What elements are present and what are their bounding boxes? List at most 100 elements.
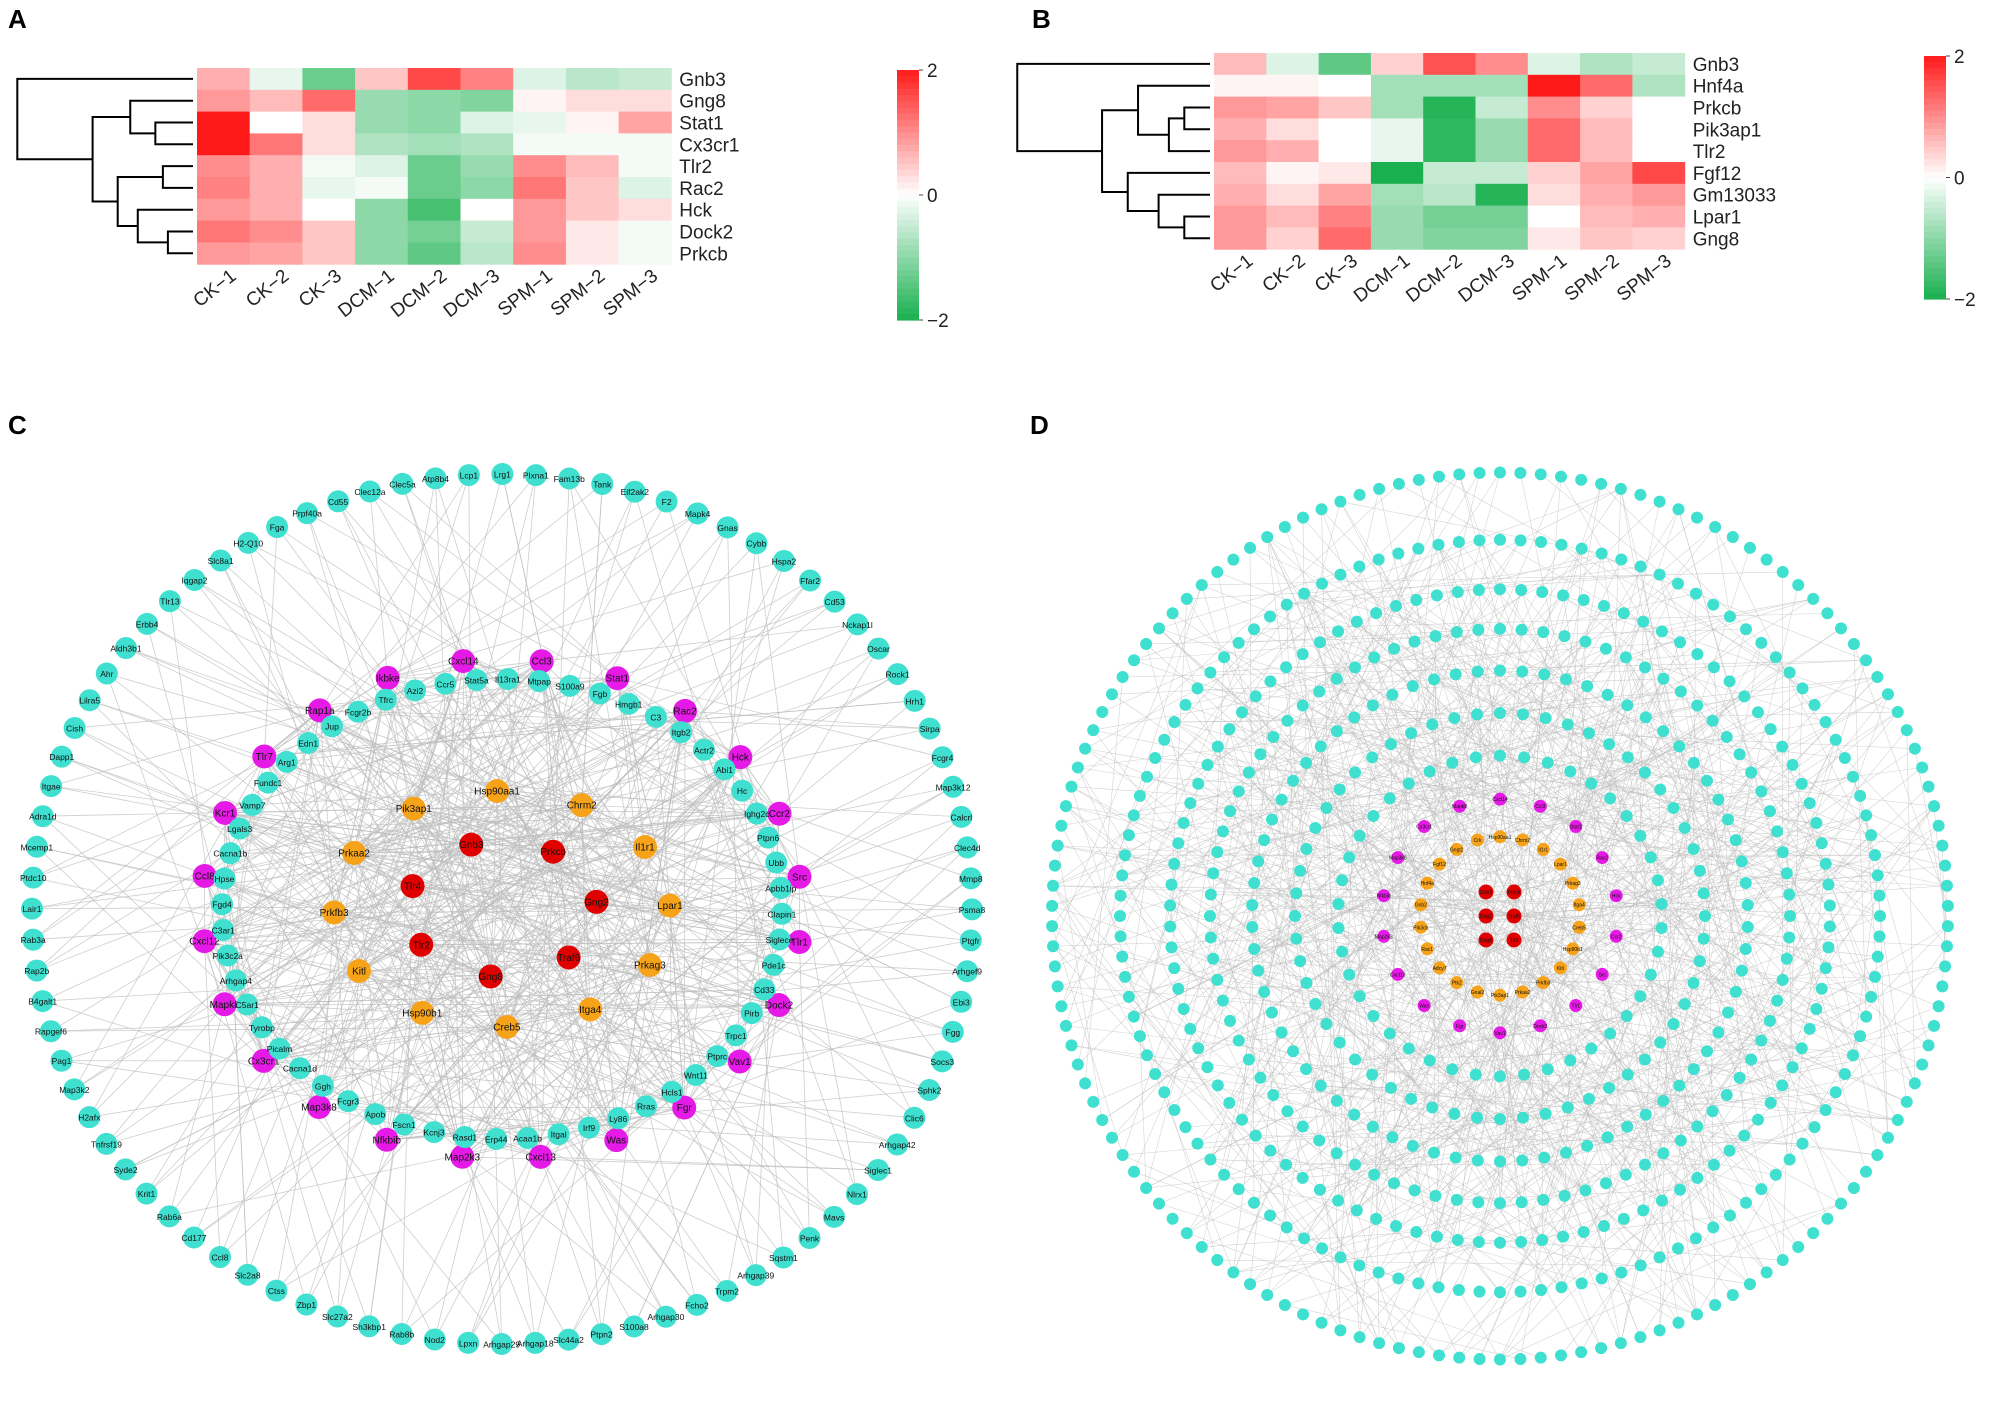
heatmap-cell: [565, 89, 620, 113]
heatmap-cell: [1318, 53, 1372, 76]
heatmap-cell: [1632, 140, 1686, 163]
network-node: [1553, 961, 1567, 975]
network-node-mid: [787, 864, 812, 889]
network-node: [1740, 623, 1753, 636]
network-edge: [1303, 593, 1646, 1165]
network-edge: [221, 660, 542, 905]
network-node: [1446, 756, 1459, 769]
network-edge: [1139, 1036, 1147, 1189]
network-edge: [1222, 799, 1282, 832]
row-label: Gng8: [1693, 229, 1739, 250]
network-node: [1313, 636, 1326, 649]
network-edge: [422, 846, 646, 1014]
network-node: [1891, 705, 1904, 718]
network-edge: [1051, 593, 1305, 927]
network-node-label: Tlr4: [404, 882, 422, 893]
network-node: [1939, 960, 1952, 973]
heatmap-cell: [407, 220, 461, 243]
network-node-mid: [673, 698, 698, 723]
network-node: [1941, 920, 1954, 933]
network-edge: [1680, 629, 1747, 692]
network-node: [1430, 589, 1443, 602]
network-node: [1192, 1042, 1205, 1055]
legend-gradient-step: [897, 207, 919, 215]
network-edge: [1084, 676, 1123, 1084]
network-node-label: Clec5a: [389, 479, 416, 489]
network-node-label: Clec12a: [354, 487, 385, 497]
network-edge: [1210, 476, 1440, 1160]
network-edge: [1174, 721, 1628, 1075]
network-node-label: Dock2: [765, 1001, 794, 1012]
network-edge: [204, 685, 571, 942]
legend-gradient-step: [897, 170, 919, 177]
network-node: [1771, 825, 1784, 838]
network-node: [1755, 785, 1768, 798]
network-edge: [1356, 621, 1641, 1338]
heatmap-cell: [1370, 53, 1424, 76]
network-node: [1873, 930, 1886, 943]
network-edge: [1435, 635, 1681, 1190]
network-node: [1740, 1196, 1753, 1209]
network-node: [1514, 534, 1527, 547]
network-node: [1428, 673, 1441, 686]
network-node-outer: [268, 1037, 291, 1060]
network-edge: [669, 905, 774, 966]
network-node: [1657, 672, 1670, 685]
legend-gradient-step: [897, 76, 919, 84]
network-node: [1450, 976, 1464, 990]
network-edge: [601, 710, 686, 1335]
network-edge: [1198, 694, 1608, 785]
network-node-label: Ighg2c: [744, 809, 770, 819]
network-edge: [318, 844, 472, 1108]
network-edge: [589, 1009, 858, 1195]
heatmap-cell: [1423, 53, 1476, 76]
network-node: [1720, 730, 1733, 743]
network-node-outer: [434, 672, 457, 695]
network-node: [1808, 698, 1821, 711]
network-node: [1561, 1101, 1574, 1114]
network-node: [1639, 1108, 1652, 1121]
network-node: [1900, 724, 1913, 737]
legend-gradient-step: [1924, 213, 1946, 221]
heatmap-cell: [302, 220, 356, 243]
network-node: [1478, 932, 1494, 948]
legend-gradient-step: [1924, 153, 1946, 160]
network-node-label: Map2k3: [445, 1152, 481, 1163]
heatmap-cell: [1527, 227, 1581, 250]
legend-gradient-step: [1924, 141, 1946, 148]
heatmap-cell: [513, 242, 567, 265]
heatmap-cell: [460, 242, 514, 265]
network-edge: [581, 483, 603, 806]
network-node-label: Hsp90b1: [1563, 947, 1583, 953]
network-edge: [1726, 660, 1867, 1096]
network-node-outer: [31, 990, 54, 1013]
network-edge: [264, 700, 915, 757]
heatmap-cell: [1475, 205, 1529, 228]
network-edge: [224, 812, 541, 1158]
network-node-outer: [886, 663, 909, 686]
network-node-label: Siglece: [766, 935, 794, 945]
legend-gradient-step: [1924, 74, 1946, 81]
network-edge: [1266, 536, 1545, 1158]
network-node: [1448, 1107, 1461, 1120]
network-node: [1055, 819, 1068, 832]
network-edge: [1238, 1040, 1436, 1197]
network-node: [1296, 699, 1309, 712]
network-node: [1300, 977, 1313, 990]
network-edge: [1128, 721, 1826, 836]
network-node: [1516, 708, 1529, 721]
network-edge: [1321, 966, 1946, 1249]
legend-gradient-step: [897, 288, 919, 296]
network-edge: [1229, 612, 1377, 730]
network-node-label: Wnt11: [684, 1070, 708, 1080]
network-edge: [799, 786, 954, 878]
network-node: [1609, 889, 1623, 903]
network-node-label: Pirb: [744, 1009, 759, 1019]
network-edge: [1459, 635, 1565, 807]
network-edge: [106, 804, 582, 1145]
dendrogram-branch: [1101, 109, 1139, 193]
network-edge: [540, 1156, 879, 1171]
network-node: [1195, 1240, 1208, 1253]
network-edge: [420, 756, 741, 946]
network-node: [1741, 921, 1754, 934]
